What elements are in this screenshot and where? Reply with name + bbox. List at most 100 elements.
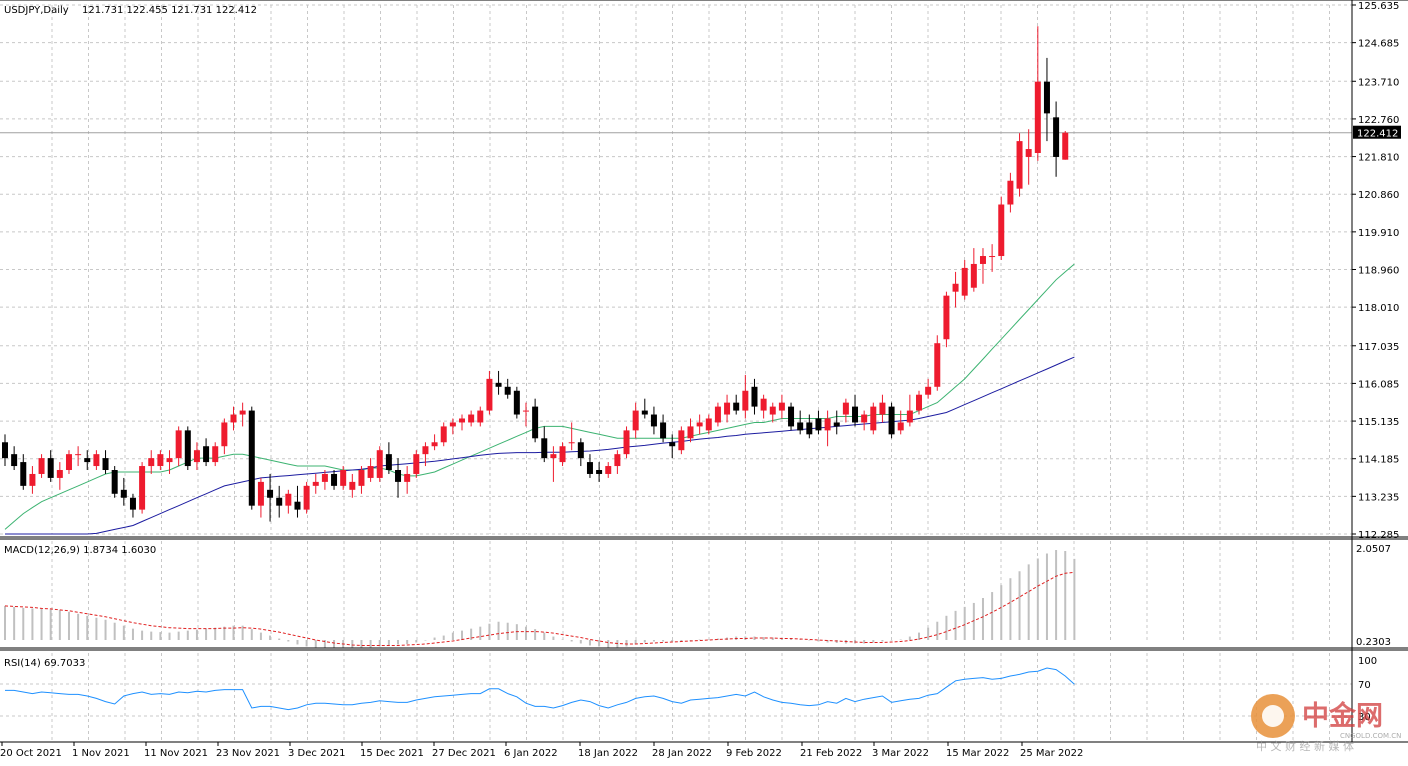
candle-body xyxy=(129,497,136,510)
candle xyxy=(678,426,685,455)
time-tick-label: 3 Dec 2021 xyxy=(288,748,346,759)
candle xyxy=(331,470,338,490)
candle xyxy=(139,462,146,514)
candle xyxy=(559,442,566,467)
price-tick-label: 113.235 xyxy=(1358,492,1399,503)
candle xyxy=(111,466,118,498)
candle-body xyxy=(1053,117,1060,157)
candle-body xyxy=(1043,81,1050,114)
candle xyxy=(1025,129,1032,185)
candle xyxy=(742,374,749,419)
candle xyxy=(714,402,721,427)
candle-body xyxy=(422,446,429,455)
candle-body xyxy=(650,414,657,427)
candle-body xyxy=(20,462,27,486)
time-tick-label: 15 Dec 2021 xyxy=(360,748,424,759)
candle xyxy=(440,422,447,447)
candle-body xyxy=(614,454,621,467)
candle-body xyxy=(449,422,456,427)
candle xyxy=(221,418,228,455)
candle xyxy=(870,402,877,435)
candle-body xyxy=(824,418,831,431)
candle xyxy=(166,450,173,474)
candle-body xyxy=(596,470,603,474)
candle xyxy=(577,438,584,467)
candle xyxy=(56,462,63,490)
macd-signal-line xyxy=(4,571,1075,646)
candle-body xyxy=(879,402,886,415)
candle xyxy=(769,402,776,423)
candle xyxy=(422,442,429,467)
candle-body xyxy=(248,410,255,506)
candle xyxy=(404,466,411,494)
price-tick-label: 119.910 xyxy=(1358,228,1399,239)
candle xyxy=(486,370,493,415)
candle-body xyxy=(1034,81,1041,154)
candle-body xyxy=(431,442,438,447)
candle-body xyxy=(705,418,712,431)
candle xyxy=(349,473,356,498)
candle xyxy=(157,450,164,471)
candle-body xyxy=(1025,149,1032,157)
candle xyxy=(778,394,785,419)
candle-body xyxy=(84,458,91,463)
price-tick-label: 118.010 xyxy=(1358,303,1399,314)
candle-body xyxy=(998,204,1005,257)
candle xyxy=(970,248,977,292)
time-tick-label: 6 Jan 2022 xyxy=(504,748,558,759)
candle xyxy=(276,485,283,518)
candle xyxy=(385,442,392,474)
candle-body xyxy=(961,267,968,296)
candle xyxy=(413,450,420,478)
time-tick-label: 11 Nov 2021 xyxy=(144,748,208,759)
candle xyxy=(852,394,859,427)
candle xyxy=(285,489,292,514)
candle-body xyxy=(669,442,676,447)
candle-body xyxy=(331,473,338,486)
price-tick-label: 122.760 xyxy=(1358,115,1399,126)
price-tick-label: 117.035 xyxy=(1358,342,1399,353)
candle xyxy=(495,370,502,395)
candle-body xyxy=(751,386,758,407)
candle xyxy=(257,477,264,518)
ma-slow-line xyxy=(5,356,1075,535)
candle xyxy=(532,398,539,443)
candle-body xyxy=(385,454,392,471)
candle-body xyxy=(897,422,904,431)
candle xyxy=(312,473,319,494)
chart-header: USDJPY,Daily xyxy=(4,5,69,16)
candle-body xyxy=(203,446,210,463)
candle xyxy=(888,402,895,439)
watermark-tagline: 中 文 财 经 新 媒 体 xyxy=(1256,739,1354,753)
candle-body xyxy=(696,422,703,427)
candle-body xyxy=(714,406,721,423)
macd-pane xyxy=(4,550,1076,649)
candle xyxy=(861,410,868,431)
candle xyxy=(879,394,886,423)
rsi-level-label: 30 xyxy=(1358,712,1371,723)
price-tick-label: 125.635 xyxy=(1358,1,1399,12)
price-tick-label: 123.710 xyxy=(1358,77,1399,88)
candle xyxy=(916,390,922,415)
candle-body xyxy=(979,256,986,264)
watermark-brand: 中金网 xyxy=(1302,700,1383,732)
candle xyxy=(934,335,941,391)
candle xyxy=(833,410,840,435)
candle-body xyxy=(157,454,164,467)
candle-body xyxy=(193,450,200,463)
candle-body xyxy=(349,481,356,490)
ohlc-readout: 121.731 122.455 121.731 122.412 xyxy=(82,5,257,16)
candle xyxy=(1053,101,1060,177)
candle-body xyxy=(294,501,301,510)
macd-title: MACD(12,26,9) 1.8734 1.6030 xyxy=(4,545,156,556)
candle-body xyxy=(925,386,932,395)
candle xyxy=(193,442,200,471)
candle-body xyxy=(568,442,575,444)
candle xyxy=(1016,133,1023,197)
candle-body xyxy=(47,458,54,478)
candle-body xyxy=(139,466,146,510)
candle-body xyxy=(870,406,877,431)
candle-body xyxy=(395,470,402,482)
candle xyxy=(669,434,676,459)
candle-body xyxy=(56,470,63,478)
